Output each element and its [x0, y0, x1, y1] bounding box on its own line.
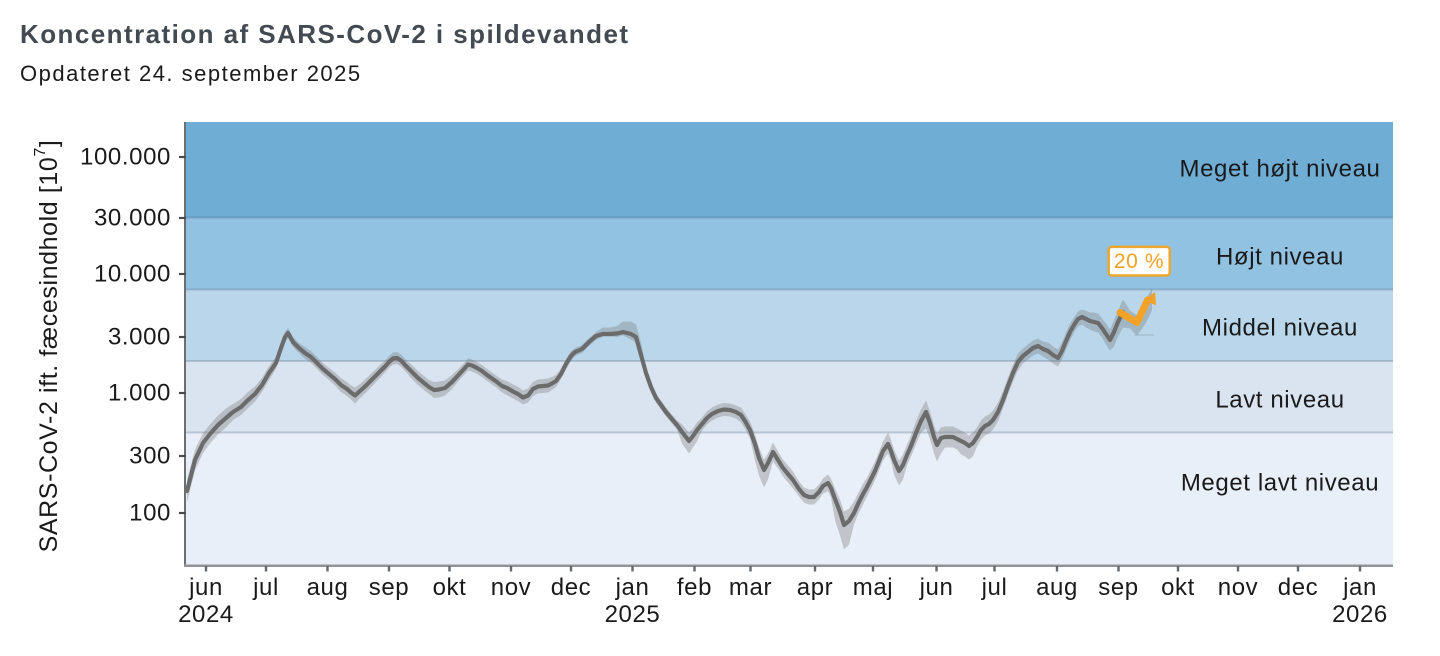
svg-text:10.000: 10.000: [94, 261, 171, 288]
svg-text:300: 300: [129, 443, 171, 470]
svg-text:3.000: 3.000: [108, 324, 171, 351]
svg-text:nov: nov: [1218, 574, 1259, 601]
svg-text:dec: dec: [551, 574, 592, 601]
svg-text:aug: aug: [307, 574, 349, 601]
svg-text:feb: feb: [677, 574, 712, 601]
svg-text:2025: 2025: [605, 601, 661, 628]
svg-text:Meget højt niveau: Meget højt niveau: [1180, 156, 1381, 183]
svg-text:SARS-CoV-2 ift. fæcesindhold [: SARS-CoV-2 ift. fæcesindhold [107]: [32, 140, 64, 553]
svg-text:maj: maj: [853, 574, 893, 601]
svg-text:jun: jun: [188, 574, 223, 601]
svg-text:2026: 2026: [1332, 601, 1388, 628]
svg-text:2024: 2024: [178, 601, 234, 628]
svg-text:20 %: 20 %: [1114, 250, 1164, 273]
svg-text:sep: sep: [1098, 574, 1139, 601]
svg-text:nov: nov: [491, 574, 532, 601]
svg-text:100.000: 100.000: [80, 144, 171, 171]
svg-text:jun: jun: [919, 574, 954, 601]
svg-text:100: 100: [129, 500, 171, 527]
svg-text:1.000: 1.000: [108, 380, 171, 407]
svg-text:jan: jan: [615, 574, 650, 601]
svg-text:mar: mar: [729, 574, 772, 601]
svg-text:okt: okt: [433, 574, 467, 601]
svg-text:aug: aug: [1036, 574, 1078, 601]
svg-text:dec: dec: [1278, 574, 1319, 601]
svg-text:jul: jul: [252, 574, 279, 601]
svg-text:Middel niveau: Middel niveau: [1202, 315, 1358, 342]
svg-text:30.000: 30.000: [94, 205, 171, 232]
svg-text:Lavt niveau: Lavt niveau: [1215, 387, 1344, 414]
svg-text:jan: jan: [1342, 574, 1377, 601]
svg-text:Meget lavt niveau: Meget lavt niveau: [1181, 470, 1379, 497]
svg-text:sep: sep: [369, 574, 410, 601]
svg-text:Højt niveau: Højt niveau: [1216, 244, 1344, 271]
svg-text:jul: jul: [981, 574, 1008, 601]
svg-text:okt: okt: [1161, 574, 1195, 601]
svg-text:apr: apr: [797, 574, 834, 601]
